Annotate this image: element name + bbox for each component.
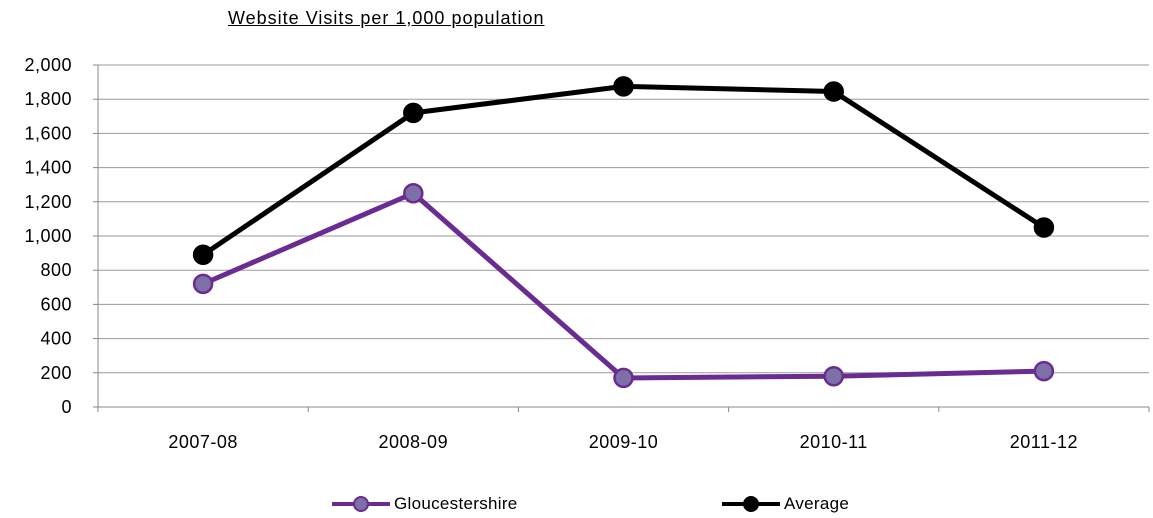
y-tick-label: 0 — [61, 397, 72, 417]
y-tick-label: 1,000 — [24, 226, 72, 246]
data-point-average — [403, 102, 424, 124]
data-point-average — [823, 81, 844, 102]
y-tick-label: 400 — [40, 329, 72, 349]
chart-title: Website Visits per 1,000 population — [228, 8, 545, 28]
data-point-average — [613, 76, 634, 97]
x-tick-label: 2010-11 — [800, 432, 868, 452]
data-point-gloucestershire — [192, 273, 214, 295]
y-tick-label: 2,000 — [24, 55, 72, 75]
legend-marker-gloucestershire — [332, 496, 390, 512]
data-point-gloucestershire — [1033, 360, 1055, 382]
line-chart: 0 200 400 600 800 1,000 1,200 1,400 1,600 1,800 2,… — [24, 55, 1150, 452]
legend-marker-average — [722, 496, 780, 512]
y-tick-label: 600 — [40, 294, 72, 314]
legend-label-average: Average — [784, 494, 850, 513]
series-line-gloucestershire — [202, 190, 1044, 381]
y-tick-label: 1,400 — [24, 158, 72, 178]
y-tick-label: 1,200 — [24, 192, 72, 212]
legend-label-gloucestershire: Gloucestershire — [394, 494, 518, 513]
data-point-average — [192, 244, 214, 266]
y-tick-label: 1,800 — [24, 89, 72, 109]
legend-item-average: Average — [720, 490, 849, 518]
data-point-gloucestershire — [613, 367, 634, 389]
data-point-average — [1033, 217, 1055, 238]
x-tick-label: 2007-08 — [168, 432, 238, 452]
x-tick-label: 2009-10 — [589, 432, 659, 452]
x-tick-label: 2011-12 — [1010, 432, 1078, 452]
legend-item-gloucestershire: Gloucestershire — [330, 490, 518, 518]
y-tick-label: 200 — [40, 363, 72, 383]
y-tick-label: 800 — [40, 260, 72, 280]
y-tick-label: 1,600 — [24, 123, 72, 143]
data-point-gloucestershire — [823, 365, 844, 387]
x-tick-label: 2008-09 — [379, 432, 449, 452]
data-point-gloucestershire — [403, 183, 424, 204]
